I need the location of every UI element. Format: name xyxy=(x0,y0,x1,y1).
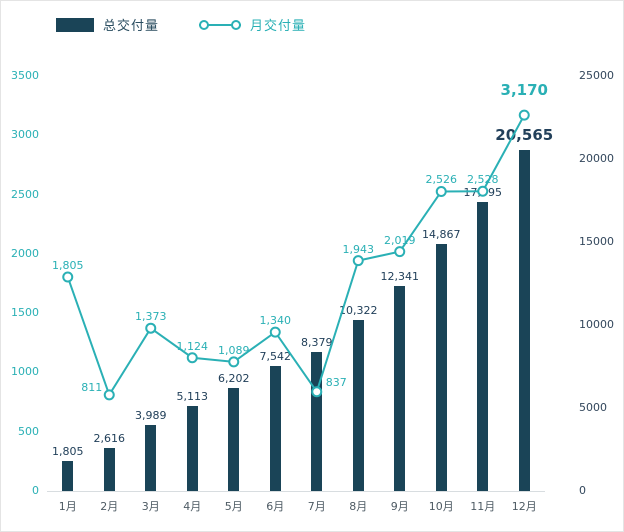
line-value-label: 2,528 xyxy=(467,173,499,187)
bar-value-label: 1,805 xyxy=(52,445,84,459)
left-axis-tick: 3500 xyxy=(11,69,39,82)
bar-value-label: 12,341 xyxy=(380,270,420,284)
x-axis-label-12月: 12月 xyxy=(511,500,537,513)
line-value-label: 2,019 xyxy=(384,233,416,247)
line-value-label: 811 xyxy=(81,380,103,394)
line-value-label: 1,805 xyxy=(52,258,84,272)
x-axis-label-9月: 9月 xyxy=(390,500,409,513)
line-marker-1月 xyxy=(62,271,74,283)
bar-6月 xyxy=(269,365,281,491)
right-axis-tick: 25000 xyxy=(579,69,614,82)
x-axis-label-6月: 6月 xyxy=(266,500,285,513)
x-axis-label-3月: 3月 xyxy=(141,500,160,513)
left-axis-tick: 3000 xyxy=(11,128,39,142)
line-marker-8月 xyxy=(352,255,364,267)
bar-value-label: 14,867 xyxy=(422,228,461,242)
chart-legend: 总交付量 月交付量 xyxy=(56,15,306,34)
legend-bar-label: 总交付量 xyxy=(103,19,160,34)
bar-value-label: 10,322 xyxy=(339,303,378,317)
bar-9月 xyxy=(394,286,406,491)
line-marker-5月 xyxy=(228,356,240,368)
line-value-label: 1,373 xyxy=(135,310,167,324)
bar-value-label: 3,989 xyxy=(135,408,167,422)
line-marker-12月 xyxy=(518,109,530,121)
line-marker-3月 xyxy=(145,322,157,334)
line-value-label: 837 xyxy=(325,375,347,389)
line-value-label: 2,526 xyxy=(425,173,458,187)
line-marker-10月 xyxy=(435,185,447,197)
x-axis-label-10月: 10月 xyxy=(428,500,454,513)
legend-line-label: 月交付量 xyxy=(250,19,307,34)
line-series-swatch xyxy=(199,19,242,30)
bar-value-label: 8,379 xyxy=(301,335,333,349)
line-series-layer xyxy=(62,109,530,401)
left-axis: 0 500 1000 1500 2000 2500 3000 3500 xyxy=(1,69,39,497)
left-axis-tick: 2500 xyxy=(11,187,39,201)
bar-7月 xyxy=(311,351,323,491)
line-marker-6月 xyxy=(269,326,281,338)
line-marker-9月 xyxy=(394,246,406,258)
x-axis-label-2月: 2月 xyxy=(100,500,119,513)
bar-value-label: 7,542 xyxy=(259,349,292,363)
line-marker-4月 xyxy=(186,352,198,364)
x-axis-label-1月: 1月 xyxy=(58,500,77,513)
bar-1月 xyxy=(62,461,74,491)
x-axis-label-4月: 4月 xyxy=(183,500,202,513)
bar-2月 xyxy=(103,447,115,491)
line-marker-11月 xyxy=(477,185,489,197)
left-axis-tick: 1000 xyxy=(11,365,39,379)
line-value-label: 1,089 xyxy=(218,343,250,357)
right-axis-tick: 0 xyxy=(579,484,586,497)
bar-12月 xyxy=(518,149,530,491)
right-axis-tick: 20000 xyxy=(579,152,614,165)
bar-value-label: 20,565 xyxy=(495,125,554,144)
left-axis-tick: 1500 xyxy=(11,306,39,320)
bar-value-label: 6,202 xyxy=(218,372,250,386)
bar-5月 xyxy=(228,388,240,491)
x-axis-label-11月: 11月 xyxy=(470,500,496,513)
legend-item-monthly-deliveries[interactable]: 月交付量 xyxy=(199,15,306,34)
left-axis-tick: 500 xyxy=(18,424,39,438)
line-marker-7月 xyxy=(311,386,323,398)
legend-item-total-deliveries[interactable]: 总交付量 xyxy=(56,15,159,34)
bar-11月 xyxy=(477,202,489,491)
line-marker-2月 xyxy=(103,389,115,401)
right-axis-tick: 15000 xyxy=(579,235,614,248)
bar-series-swatch xyxy=(56,17,94,32)
x-axis-label-7月: 7月 xyxy=(307,500,326,513)
right-axis-tick: 10000 xyxy=(579,318,614,331)
bar-value-label: 2,616 xyxy=(93,431,126,445)
x-axis-label-5月: 5月 xyxy=(224,500,243,513)
right-axis-tick: 5000 xyxy=(579,401,607,414)
line-value-label: 3,170 xyxy=(500,81,548,100)
line-value-label: 1,943 xyxy=(342,242,375,256)
bar-8月 xyxy=(352,319,364,491)
bar-10月 xyxy=(435,244,447,491)
right-axis: 0 5000 10000 15000 20000 25000 xyxy=(579,69,623,497)
bar-3月 xyxy=(145,424,157,491)
left-axis-tick: 2000 xyxy=(11,246,39,260)
plot-area: 1,805 2,616 3,989 5,113 6,202 7,542 8,379 10,32… xyxy=(47,76,553,513)
x-axis-label-8月: 8月 xyxy=(349,500,368,513)
bar-value-label: 5,113 xyxy=(176,390,209,404)
left-axis-tick: 0 xyxy=(32,484,39,497)
bar-4月 xyxy=(186,406,198,491)
line-value-label: 1,124 xyxy=(176,339,209,353)
line-value-label: 1,340 xyxy=(259,314,292,328)
